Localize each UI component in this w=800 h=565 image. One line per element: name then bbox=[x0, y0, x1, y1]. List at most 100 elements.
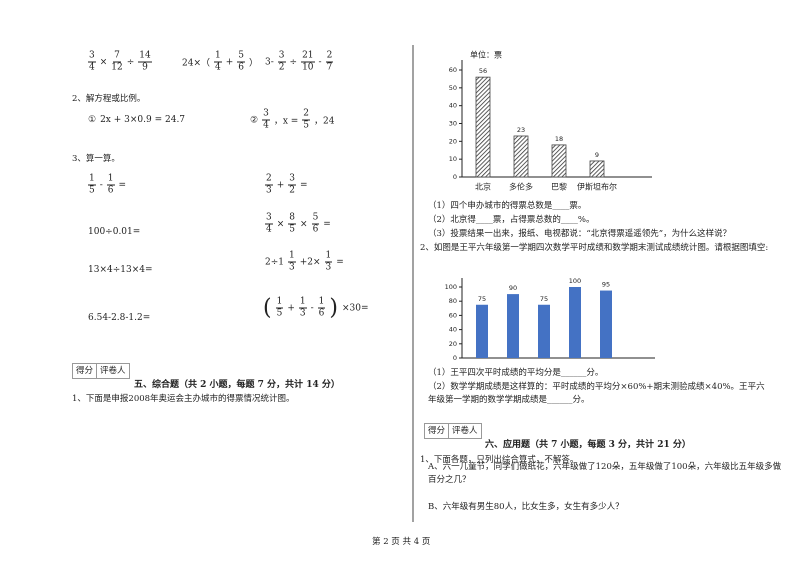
chart-title: 单位：票 bbox=[470, 50, 502, 60]
expression-text: = bbox=[336, 257, 344, 267]
expression-text: 6.54-2.8-1.2= bbox=[88, 313, 151, 323]
bar bbox=[507, 294, 519, 358]
numerator: 2 bbox=[265, 173, 273, 186]
denominator: 4 bbox=[263, 120, 269, 131]
question-title: 2、解方程或比例。 bbox=[72, 94, 146, 104]
expression: 13×4÷13×4= bbox=[88, 265, 153, 275]
expression-text: 2÷1 bbox=[265, 257, 284, 267]
denominator: 5 bbox=[89, 185, 95, 196]
y-tick-label: 20 bbox=[449, 340, 457, 348]
expression: 3 4 × 8 5 × 5 6 = bbox=[265, 213, 331, 236]
numerator: 2 bbox=[325, 50, 334, 63]
expression-text: ① bbox=[88, 115, 97, 125]
expression: 2 3 +3 2 = bbox=[265, 174, 308, 197]
y-tick-label: 80 bbox=[449, 297, 457, 305]
question: （2）数学学期成绩是这样算的：平时成绩的平均分×60%+期末测验成绩×40%。王… bbox=[428, 382, 765, 405]
y-tick-label: 0 bbox=[453, 354, 457, 362]
score-box-cell: 评卷人 bbox=[96, 364, 129, 378]
denominator: 3 bbox=[289, 262, 295, 273]
expression-text: = bbox=[323, 219, 331, 229]
denominator: 9 bbox=[142, 62, 148, 73]
data-label: 95 bbox=[602, 281, 610, 289]
numerator: 3 bbox=[288, 173, 297, 186]
numerator: 21 bbox=[301, 50, 315, 63]
expression-text: +2× bbox=[299, 257, 321, 267]
denominator: 5 bbox=[276, 308, 283, 319]
expression: 6.54-2.8-1.2= bbox=[88, 313, 150, 323]
numerator: 1 bbox=[275, 296, 284, 309]
bar bbox=[569, 287, 581, 358]
expression-text: - bbox=[318, 57, 322, 67]
denominator: 2 bbox=[278, 62, 285, 73]
question: B、六年级有男生80人，比女生多，女生有多少人？ bbox=[428, 502, 624, 512]
numerator: 1 bbox=[106, 173, 115, 186]
data-label: 56 bbox=[479, 67, 487, 75]
bar bbox=[475, 76, 491, 178]
bar bbox=[589, 160, 605, 178]
expression: 1 5-1 6 = bbox=[88, 174, 126, 197]
question: （2）北京得____票，占得票总数的____%。 bbox=[428, 215, 595, 225]
y-tick-label: 60 bbox=[449, 66, 457, 74]
denominator: 2 bbox=[289, 185, 296, 196]
denominator: 10 bbox=[302, 62, 314, 73]
expression-text: 3- bbox=[265, 57, 274, 67]
denominator: 6 bbox=[318, 308, 325, 319]
question: 1、下面是申报2008年奥运会主办城市的得票情况统计图。 bbox=[72, 394, 295, 404]
bar bbox=[538, 304, 550, 358]
numerator: 3 bbox=[265, 212, 273, 225]
y-tick-label: 40 bbox=[449, 326, 457, 334]
data-label: 100 bbox=[569, 277, 581, 285]
expression: 3 4 × 7 12 ÷ 14 9 bbox=[88, 51, 152, 74]
data-label: 9 bbox=[595, 151, 599, 159]
expression-text: ） bbox=[249, 58, 259, 69]
expression-text: ×30= bbox=[341, 303, 369, 313]
y-tick-label: 20 bbox=[449, 137, 457, 145]
numerator: 1 bbox=[317, 296, 326, 309]
expression: (1 5 +1 3-1 6) ×30= bbox=[263, 296, 369, 321]
numerator: 1 bbox=[298, 296, 307, 309]
page-footer: 第 2 页 共 4 页 bbox=[372, 537, 431, 547]
denominator: 5 bbox=[289, 224, 296, 235]
question: 2、如图是王平六年级第一学期四次数学平时成绩和数学期末测试成绩统计图。请根据图填… bbox=[420, 243, 769, 253]
numerator: 3 bbox=[262, 108, 270, 121]
x-tick-label: 巴黎 bbox=[551, 182, 567, 192]
score-box-cell: 得分 bbox=[76, 366, 94, 376]
denominator: 4 bbox=[266, 224, 272, 235]
denominator: 4 bbox=[215, 62, 221, 73]
expression-text: × bbox=[300, 219, 308, 229]
question: A、六一儿童节，同学们做纸花，六年级做了120朵，五年级做了100朵，六年级比五… bbox=[428, 462, 782, 485]
question: 1、下面各题，只列出综合算式，不解答。 bbox=[420, 455, 579, 465]
question-title: 3、算一算。 bbox=[72, 154, 120, 164]
expression-text: = bbox=[300, 180, 308, 190]
expression-text: - bbox=[99, 180, 103, 190]
expression: 3- 3 2 ÷ 21 10-2 7 bbox=[265, 50, 334, 74]
denominator: 6 bbox=[312, 224, 319, 235]
question: （1）王平四次平时成绩的平均分是______分。 bbox=[428, 368, 604, 378]
expression-text: 24×（ bbox=[182, 58, 210, 69]
y-tick-label: 10 bbox=[449, 155, 457, 163]
bar bbox=[476, 304, 488, 358]
expression-text: 100÷0.01= bbox=[88, 227, 141, 237]
section-title: 五、综合题（共 2 小题，每题 7 分，共计 14 分） bbox=[134, 380, 340, 390]
expression: 24×（ 1 4 +5 6） bbox=[182, 51, 258, 74]
numerator: 5 bbox=[311, 212, 320, 225]
y-tick-label: 100 bbox=[445, 283, 457, 291]
score-box: 得分 评卷人 bbox=[424, 423, 482, 439]
denominator: 3 bbox=[325, 262, 332, 273]
expression: ① 2x + 3×0.9 = 24.7 bbox=[88, 115, 185, 125]
numerator: 14 bbox=[138, 50, 152, 63]
denominator: 12 bbox=[111, 62, 123, 73]
score-box-cell: 得分 bbox=[428, 426, 446, 436]
data-label: 75 bbox=[478, 295, 486, 303]
